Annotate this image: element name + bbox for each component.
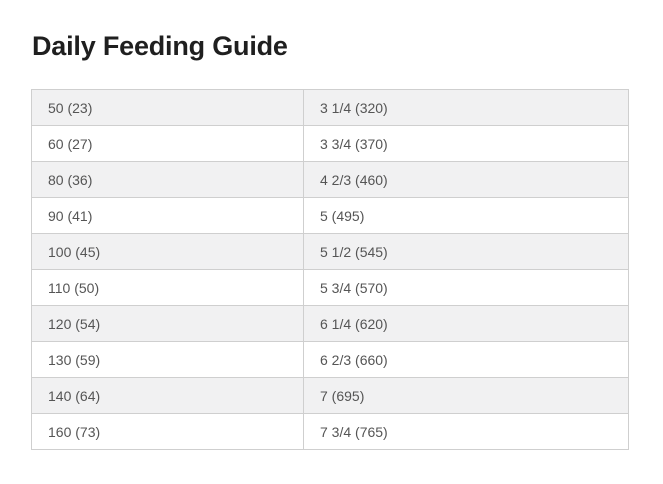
table-row: 100 (45) 5 1/2 (545) xyxy=(31,233,629,270)
amount-cell: 7 (695) xyxy=(303,377,629,414)
amount-cell: 7 3/4 (765) xyxy=(303,413,629,450)
table-row: 90 (41) 5 (495) xyxy=(31,197,629,234)
amount-cell: 6 2/3 (660) xyxy=(303,341,629,378)
weight-cell: 90 (41) xyxy=(31,197,304,234)
amount-cell: 5 1/2 (545) xyxy=(303,233,629,270)
page-title: Daily Feeding Guide xyxy=(32,31,288,61)
amount-cell: 4 2/3 (460) xyxy=(303,161,629,198)
amount-cell: 5 (495) xyxy=(303,197,629,234)
table-row: 120 (54) 6 1/4 (620) xyxy=(31,305,629,342)
amount-cell: 6 1/4 (620) xyxy=(303,305,629,342)
table-row: 160 (73) 7 3/4 (765) xyxy=(31,413,629,450)
weight-cell: 60 (27) xyxy=(31,125,304,162)
amount-cell: 5 3/4 (570) xyxy=(303,269,629,306)
table-row: 110 (50) 5 3/4 (570) xyxy=(31,269,629,306)
table-row: 60 (27) 3 3/4 (370) xyxy=(31,125,629,162)
table-row: 140 (64) 7 (695) xyxy=(31,377,629,414)
amount-cell: 3 1/4 (320) xyxy=(303,89,629,126)
weight-cell: 140 (64) xyxy=(31,377,304,414)
weight-cell: 160 (73) xyxy=(31,413,304,450)
table-row: 50 (23) 3 1/4 (320) xyxy=(31,89,629,126)
weight-cell: 130 (59) xyxy=(31,341,304,378)
weight-cell: 50 (23) xyxy=(31,89,304,126)
weight-cell: 80 (36) xyxy=(31,161,304,198)
weight-cell: 100 (45) xyxy=(31,233,304,270)
table-row: 80 (36) 4 2/3 (460) xyxy=(31,161,629,198)
table-body: 50 (23) 3 1/4 (320) 60 (27) 3 3/4 (370) … xyxy=(31,89,629,450)
feeding-guide-table: 50 (23) 3 1/4 (320) 60 (27) 3 3/4 (370) … xyxy=(31,89,629,450)
weight-cell: 120 (54) xyxy=(31,305,304,342)
amount-cell: 3 3/4 (370) xyxy=(303,125,629,162)
weight-cell: 110 (50) xyxy=(31,269,304,306)
table-row: 130 (59) 6 2/3 (660) xyxy=(31,341,629,378)
